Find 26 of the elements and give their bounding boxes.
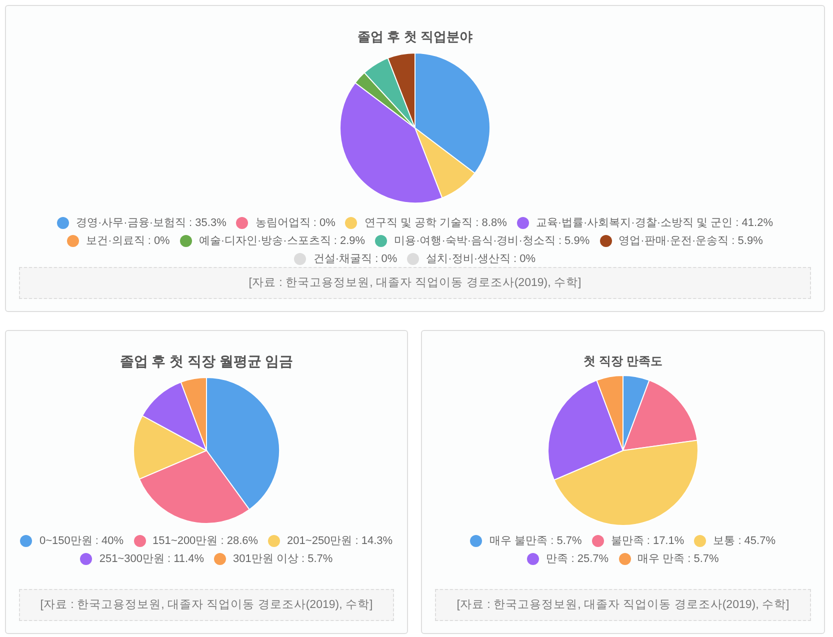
legend-label: 경영·사무·금융·보험직 : 35.3% — [76, 216, 226, 231]
legend-label: 건설·채굴직 : 0% — [313, 252, 398, 267]
legend-label: 영업·판매·운전·운송직 : 5.9% — [618, 234, 763, 249]
legend-label: 251~300만원 : 11.4% — [99, 552, 204, 567]
legend-label: 불만족 : 17.1% — [610, 534, 684, 549]
legend-label: 301만원 이상 : 5.7% — [233, 552, 333, 567]
legend-label: 연구직 및 공학 기술직 : 8.8% — [364, 216, 507, 231]
text: [자료 : 한국고용정보원, 대졸자 직업이동 경로조사(2019), 수학] — [19, 589, 394, 621]
legend-label: 매우 만족 : 5.7% — [638, 552, 719, 567]
chart-title: 첫 직장 만족도 — [582, 353, 664, 370]
legend-label: 설치·정비·생산직 : 0% — [426, 252, 536, 267]
legend-label: 예술·디자인·방송·스포츠직 : 2.9% — [198, 234, 366, 249]
legend-label: 교육·법률·사회복지·경찰·소방직 및 군인 : 41.2% — [536, 216, 773, 231]
chart-title: 졸업 후 첫 직업분야 — [356, 28, 474, 46]
legend-label: 만족 : 25.7% — [546, 552, 609, 567]
legend-label: 151~200만원 : 28.6% — [152, 534, 258, 549]
legend-label: 201~250만원 : 14.3% — [287, 534, 393, 549]
chart-title: 졸업 후 첫 직장 월평균 임금 — [118, 353, 294, 371]
text: [자료 : 한국고용정보원, 대졸자 직업이동 경로조사(2019), 수학] — [19, 267, 811, 299]
text: [자료 : 한국고용정보원, 대졸자 직업이동 경로조사(2019), 수학] — [435, 589, 811, 621]
legend-label: 0~150만원 : 40% — [39, 534, 124, 549]
legend-label: 매우 불만족 : 5.7% — [489, 534, 582, 549]
legend-label: 미용·여행·숙박·음식·경비·청소직 : 5.9% — [394, 234, 590, 249]
legend-label: 보건·의료직 : 0% — [86, 234, 170, 249]
legend-label: 보통 : 45.7% — [713, 534, 776, 549]
legend-label: 농림어업직 : 0% — [255, 216, 336, 231]
